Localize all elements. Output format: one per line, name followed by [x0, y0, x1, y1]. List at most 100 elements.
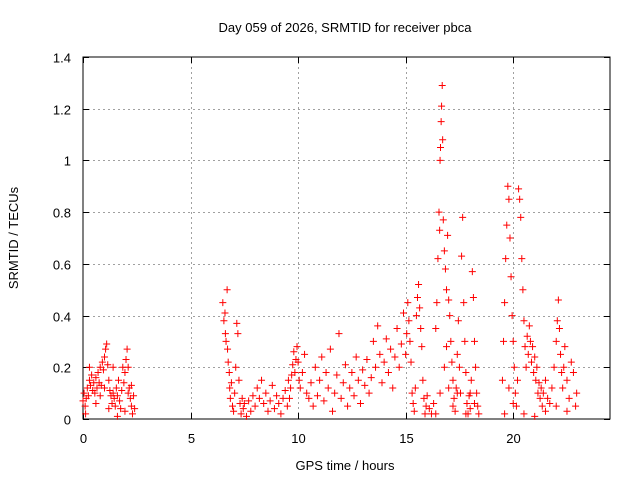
data-point [572, 402, 580, 410]
data-point [438, 81, 446, 89]
data-point [91, 389, 99, 397]
data-point [425, 405, 433, 413]
data-point [221, 309, 229, 317]
data-point [372, 363, 380, 371]
data-point [92, 399, 100, 407]
data-point [122, 356, 130, 364]
data-point [504, 182, 512, 190]
data-point [473, 389, 481, 397]
data-point [352, 353, 360, 361]
data-point [270, 405, 278, 413]
data-point [436, 226, 444, 234]
data-point [529, 343, 537, 351]
data-point [445, 384, 453, 392]
data-point [472, 363, 480, 371]
data-point [93, 384, 101, 392]
data-point [443, 286, 451, 294]
data-point [558, 368, 566, 376]
data-point [225, 368, 233, 376]
data-point [121, 368, 129, 376]
data-point [333, 371, 341, 379]
data-point [453, 389, 461, 397]
data-point [446, 312, 454, 320]
data-point [538, 402, 546, 410]
data-point [443, 343, 451, 351]
data-point [440, 247, 448, 255]
data-point [222, 337, 230, 345]
data-point [382, 335, 390, 343]
data-point [303, 389, 311, 397]
data-point [411, 384, 419, 392]
data-point [541, 407, 549, 415]
data-point [510, 363, 518, 371]
data-point [109, 363, 117, 371]
data-point [367, 374, 375, 382]
data-point [285, 394, 293, 402]
data-point [530, 368, 538, 376]
data-point [128, 410, 136, 418]
data-point [535, 379, 543, 387]
data-point [326, 345, 334, 353]
data-point [527, 358, 535, 366]
data-point [105, 405, 113, 413]
data-point [311, 363, 319, 371]
data-point [498, 376, 506, 384]
data-point [123, 345, 131, 353]
data-point [455, 363, 463, 371]
data-point [291, 368, 299, 376]
data-point [518, 255, 526, 263]
data-point [279, 394, 287, 402]
data-point [502, 255, 510, 263]
data-point [435, 208, 443, 216]
x-tick-label: 5 [188, 431, 195, 446]
data-point [264, 407, 272, 415]
data-point [432, 325, 440, 332]
data-point [437, 144, 444, 151]
data-point [84, 392, 92, 400]
data-point [430, 399, 438, 407]
data-point [260, 399, 268, 407]
data-point [559, 384, 567, 392]
data-point [289, 361, 297, 369]
x-tick-label: 10 [291, 431, 305, 446]
data-point [101, 384, 109, 392]
data-point [460, 299, 468, 307]
data-point [449, 402, 457, 410]
data-point [228, 402, 236, 410]
data-point [224, 345, 232, 353]
data-point [531, 412, 539, 420]
data-point [412, 312, 420, 320]
data-point [80, 389, 88, 397]
data-point [369, 337, 377, 345]
data-point [503, 221, 511, 229]
data-point [525, 322, 533, 330]
data-point [533, 363, 541, 371]
y-tick-label: 0.2 [53, 361, 71, 376]
data-point [275, 399, 283, 407]
data-point [563, 407, 571, 415]
data-point [523, 332, 531, 340]
data-point [475, 410, 483, 418]
data-point [238, 394, 246, 402]
data-point [508, 312, 516, 320]
data-point [113, 392, 121, 400]
data-point [522, 363, 530, 371]
data-point [389, 384, 397, 392]
data-point [293, 343, 301, 351]
data-point [419, 376, 427, 384]
data-point [365, 389, 373, 397]
data-point [232, 363, 240, 371]
data-point [434, 255, 442, 263]
data-point [92, 374, 100, 382]
data-point [511, 389, 519, 397]
data-point [99, 366, 107, 374]
data-points [79, 81, 581, 420]
data-point [501, 299, 509, 307]
data-point [268, 381, 276, 389]
data-point [118, 387, 126, 395]
data-point [440, 363, 448, 371]
data-point [233, 319, 241, 327]
data-point [113, 412, 121, 420]
data-point [313, 392, 321, 400]
data-point [519, 286, 527, 294]
